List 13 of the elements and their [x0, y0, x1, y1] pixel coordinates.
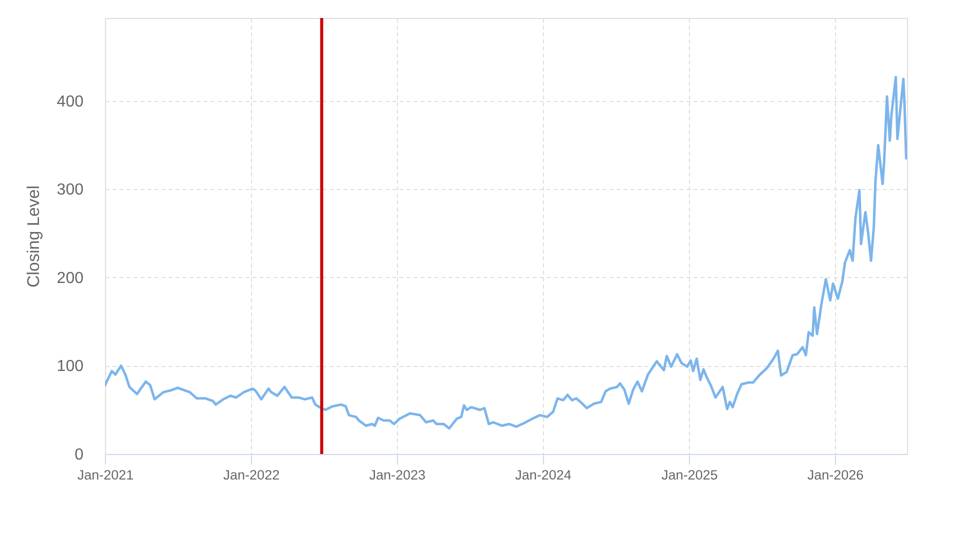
- x-tick-label: Jan-2021: [77, 468, 134, 482]
- y-tick-label: 300: [56, 182, 84, 199]
- y-tick-label: 0: [74, 446, 84, 464]
- x-tick-label: Jan-2023: [369, 468, 426, 482]
- y-tick-label: 400: [56, 93, 84, 110]
- line-series: [105, 76, 907, 430]
- y-axis-title: Closing Level: [24, 185, 43, 288]
- y-tick-label: 200: [56, 270, 84, 287]
- y-tick-label: 100: [56, 358, 84, 376]
- x-tick-label: Jan-2024: [515, 468, 572, 482]
- x-tick-label: Jan-2022: [223, 468, 280, 482]
- x-tick-label: Jan-2025: [661, 468, 718, 482]
- x-tick-label: Jan-2026: [807, 468, 864, 482]
